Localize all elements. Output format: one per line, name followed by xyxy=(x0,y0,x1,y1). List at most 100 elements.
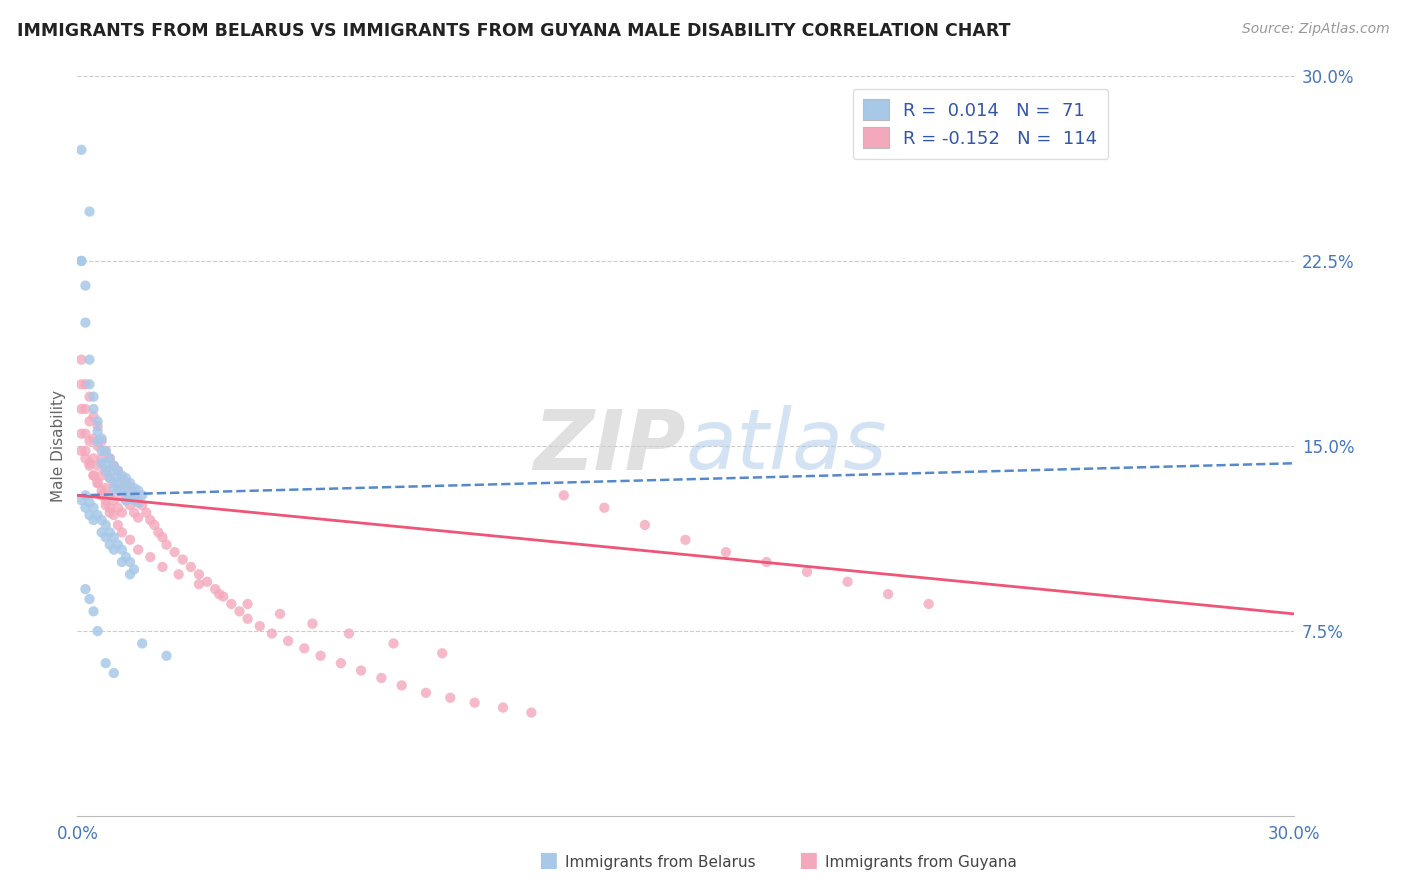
Point xyxy=(103,666,125,681)
Text: ■: ■ xyxy=(799,850,818,870)
Point xyxy=(103,458,125,473)
Point xyxy=(79,496,101,510)
Point xyxy=(103,475,125,490)
Point xyxy=(918,597,941,611)
Point xyxy=(75,316,97,330)
Point xyxy=(90,513,112,527)
Point xyxy=(86,458,108,473)
Point xyxy=(90,451,112,466)
Point xyxy=(79,456,101,470)
Point xyxy=(79,592,101,607)
Point xyxy=(79,390,101,404)
Point xyxy=(135,506,157,520)
Point xyxy=(337,626,360,640)
Point xyxy=(152,530,174,544)
Point xyxy=(79,414,101,428)
Point xyxy=(98,451,121,466)
Point xyxy=(83,409,105,424)
Point xyxy=(212,590,235,604)
Text: Source: ZipAtlas.com: Source: ZipAtlas.com xyxy=(1241,22,1389,37)
Point xyxy=(714,545,737,559)
Point xyxy=(107,500,129,515)
Point xyxy=(90,525,112,540)
Point xyxy=(520,706,543,720)
Point xyxy=(260,626,283,640)
Point xyxy=(292,641,315,656)
Point xyxy=(70,143,93,157)
Point xyxy=(148,525,170,540)
Point xyxy=(152,560,174,574)
Point xyxy=(94,493,117,508)
Point xyxy=(98,538,121,552)
Point xyxy=(115,471,138,485)
Point xyxy=(155,538,177,552)
Point xyxy=(439,690,461,705)
Point xyxy=(83,604,105,618)
Point xyxy=(127,510,149,524)
Point xyxy=(755,555,778,569)
Point xyxy=(492,700,515,714)
Text: Immigrants from Belarus: Immigrants from Belarus xyxy=(565,855,756,870)
Point xyxy=(111,488,134,502)
Point xyxy=(103,458,125,473)
Point xyxy=(122,506,145,520)
Point xyxy=(111,525,134,540)
Point xyxy=(90,468,112,483)
Point xyxy=(118,555,141,569)
Point xyxy=(103,493,125,508)
Point xyxy=(115,481,138,495)
Point xyxy=(103,508,125,522)
Point xyxy=(94,444,117,458)
Point xyxy=(94,481,117,495)
Point xyxy=(90,483,112,498)
Point xyxy=(75,488,97,502)
Point xyxy=(131,636,153,650)
Point xyxy=(86,414,108,428)
Point xyxy=(118,498,141,512)
Point xyxy=(111,506,134,520)
Point xyxy=(103,481,125,495)
Point xyxy=(75,401,97,416)
Point xyxy=(86,475,108,490)
Point xyxy=(118,481,141,495)
Point xyxy=(329,656,352,670)
Point xyxy=(70,253,93,268)
Point xyxy=(79,352,101,367)
Point xyxy=(83,468,105,483)
Point xyxy=(188,567,211,582)
Point xyxy=(370,671,392,685)
Point xyxy=(188,577,211,591)
Point xyxy=(118,533,141,547)
Point xyxy=(86,508,108,522)
Point xyxy=(249,619,271,633)
Point xyxy=(86,475,108,490)
Point xyxy=(430,646,453,660)
Point xyxy=(208,587,231,601)
Point xyxy=(75,582,97,596)
Point xyxy=(83,401,105,416)
Point xyxy=(79,508,101,522)
Point xyxy=(107,518,129,533)
Point xyxy=(127,542,149,557)
Point xyxy=(111,468,134,483)
Point xyxy=(94,444,117,458)
Point xyxy=(70,377,93,392)
Point xyxy=(115,475,138,490)
Point xyxy=(111,555,134,569)
Point xyxy=(83,432,105,446)
Point xyxy=(350,664,373,678)
Point xyxy=(90,488,112,502)
Text: IMMIGRANTS FROM BELARUS VS IMMIGRANTS FROM GUYANA MALE DISABILITY CORRELATION CH: IMMIGRANTS FROM BELARUS VS IMMIGRANTS FR… xyxy=(17,22,1011,40)
Point xyxy=(139,513,162,527)
Point xyxy=(277,634,299,648)
Point xyxy=(94,498,117,512)
Point xyxy=(131,488,153,502)
Point xyxy=(391,678,413,692)
Point xyxy=(122,481,145,495)
Point xyxy=(155,648,177,663)
Point xyxy=(796,565,818,579)
Point xyxy=(127,496,149,510)
Point xyxy=(127,493,149,508)
Point xyxy=(86,424,108,438)
Point xyxy=(269,607,291,621)
